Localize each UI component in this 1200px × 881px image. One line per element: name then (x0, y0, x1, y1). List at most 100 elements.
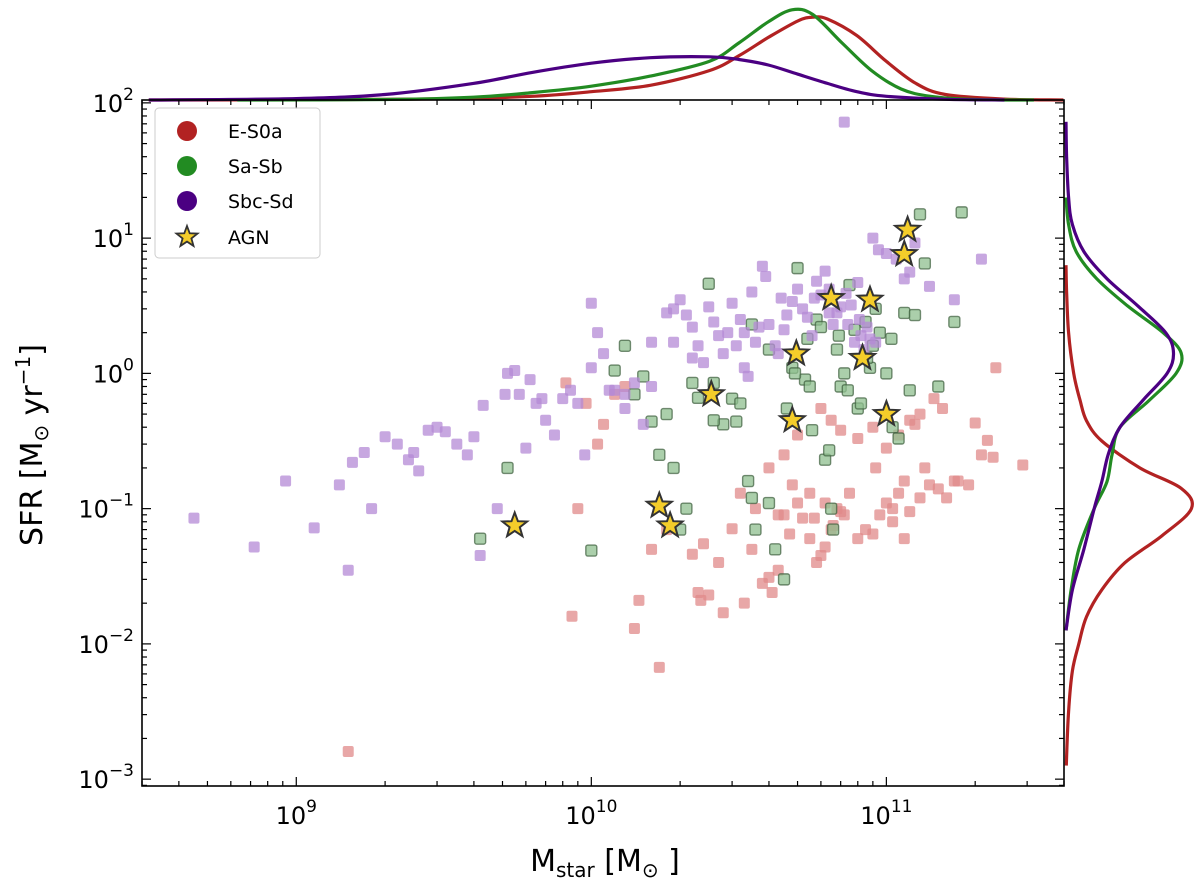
point-sbc-sd (280, 475, 292, 487)
point-sa-sb (686, 376, 699, 390)
point-sa-sb (653, 448, 666, 462)
point-e-s0a (969, 417, 981, 429)
point-sbc-sd (646, 336, 658, 348)
y-axis-title-exp: −1 (11, 356, 35, 385)
point-e-s0a (815, 550, 827, 562)
point-e-s0a (778, 449, 790, 461)
point-sa-sb (913, 208, 927, 221)
point-sbc-sd (855, 330, 867, 342)
right-density-sbc-sd (1064, 121, 1176, 631)
point-sbc-sd (749, 336, 761, 348)
point-sa-sb (832, 329, 846, 342)
point-sa-sb (892, 432, 905, 445)
point-sbc-sd (852, 276, 864, 288)
x-axis-title-unit-open: [M (595, 844, 642, 879)
point-sbc-sd (366, 503, 378, 515)
point-e-s0a (738, 597, 750, 609)
point-e-s0a (772, 509, 784, 521)
point-sa-sb (745, 491, 759, 505)
point-sbc-sd (524, 374, 536, 386)
agn-star-point (816, 282, 847, 312)
point-sa-sb (618, 339, 632, 352)
point-sa-sb (854, 397, 868, 410)
point-e-s0a (887, 503, 899, 515)
point-e-s0a (342, 746, 354, 758)
point-e-s0a (1017, 459, 1029, 471)
agn-star-point (847, 342, 878, 371)
point-sbc-sd (474, 550, 486, 562)
agn-star-point (777, 404, 808, 434)
y-tick-label: 102 (93, 85, 134, 118)
point-sa-sb (824, 502, 838, 515)
point-sa-sb (667, 461, 680, 475)
agn-star-point (499, 509, 530, 539)
point-sa-sb (608, 364, 621, 377)
point-sa-sb (691, 391, 705, 404)
point-e-s0a (804, 533, 816, 545)
point-e-s0a (792, 429, 804, 441)
point-sbc-sd (536, 393, 548, 405)
point-e-s0a (734, 487, 746, 499)
point-sbc-sd (697, 357, 709, 369)
point-sbc-sd (422, 424, 434, 436)
point-e-s0a (792, 497, 804, 509)
y-tick-label: 10−1 (78, 491, 134, 524)
point-sbc-sd (603, 384, 615, 396)
point-sbc-sd (904, 266, 916, 278)
point-sa-sb (908, 308, 922, 322)
point-sbc-sd (738, 327, 750, 339)
point-sbc-sd (619, 388, 631, 400)
axis-ticks: 109 1010 1011 10−3 10−2 10−1 100 101 102 (78, 85, 1065, 830)
point-sbc-sd (668, 336, 680, 348)
point-sbc-sd (513, 388, 525, 400)
point-sa-sb (932, 380, 945, 393)
point-sbc-sd (564, 384, 576, 396)
point-sbc-sd (391, 438, 403, 450)
point-sbc-sd (948, 294, 960, 306)
legend-marker-sbc-sd (177, 191, 197, 211)
point-sbc-sd (637, 418, 649, 430)
point-e-s0a (713, 556, 725, 568)
agn-star-point (655, 509, 686, 539)
point-sa-sb (885, 332, 898, 346)
x-axis-title-main: M (530, 844, 556, 879)
point-e-s0a (835, 424, 847, 436)
point-sbc-sd (811, 275, 823, 287)
point-sbc-sd (867, 232, 879, 244)
point-sbc-sd (585, 362, 597, 374)
point-sbc-sd (853, 314, 865, 326)
point-sbc-sd (598, 348, 610, 360)
point-sbc-sd (686, 352, 698, 364)
point-sa-sb (822, 444, 836, 457)
right-density-e-s0a (1064, 265, 1194, 766)
point-e-s0a (990, 362, 1002, 374)
point-e-s0a (819, 541, 831, 553)
point-e-s0a (797, 512, 809, 524)
point-e-s0a (893, 487, 905, 499)
x-tick-label: 109 (276, 797, 317, 830)
agn-star-point (696, 378, 727, 408)
y-tick-label: 101 (93, 220, 134, 253)
point-sbc-sd (823, 307, 835, 319)
point-sbc-sd (786, 295, 798, 307)
point-sbc-sd (726, 297, 738, 309)
y-axis-title-sun: ⊙ (29, 425, 53, 442)
point-sbc-sd (346, 456, 358, 468)
point-e-s0a (786, 479, 798, 491)
point-sa-sb (898, 306, 911, 320)
point-sbc-sd (708, 316, 720, 328)
y-tick-label: 10−3 (78, 761, 134, 794)
point-sa-sb (628, 388, 641, 401)
legend-marker-e-s0a (177, 121, 197, 141)
point-sbc-sd (806, 330, 818, 342)
point-sbc-sd (461, 449, 473, 461)
point-sbc-sd (909, 237, 921, 249)
agn-star-point (644, 489, 675, 519)
y-tick-label: 10−2 (78, 626, 134, 659)
point-sa-sb (501, 461, 514, 475)
point-e-s0a (646, 543, 658, 555)
point-e-s0a (815, 402, 827, 414)
point-sbc-sd (870, 336, 882, 348)
point-sa-sb (762, 496, 776, 510)
point-e-s0a (937, 402, 949, 414)
